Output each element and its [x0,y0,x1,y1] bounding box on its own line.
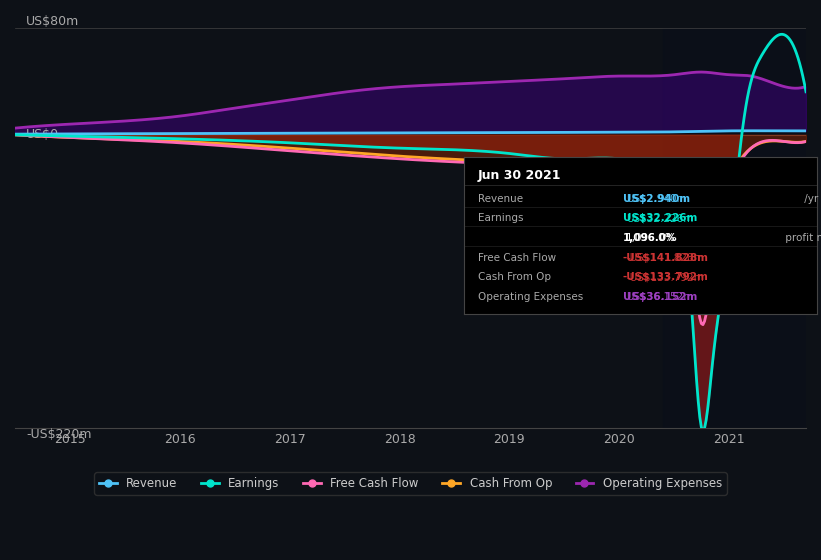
Text: /yr: /yr [801,194,819,204]
Text: -US$220m: -US$220m [26,428,91,441]
Text: Revenue: Revenue [478,194,523,204]
Text: profit margin: profit margin [782,233,821,243]
Bar [663,28,811,428]
Text: Cash From Op: Cash From Op [478,272,551,282]
Legend: Revenue, Earnings, Free Cash Flow, Cash From Op, Operating Expenses: Revenue, Earnings, Free Cash Flow, Cash … [94,472,727,494]
Text: -US$141.828m: -US$141.828m [626,253,704,263]
Text: US$32.226m: US$32.226m [626,213,694,223]
Text: Jun 30 2021: Jun 30 2021 [478,169,562,183]
Text: US$0: US$0 [26,128,59,141]
Text: US$2.940m: US$2.940m [626,194,687,204]
Text: -US$141.828m: -US$141.828m [622,253,709,263]
Text: US$2.940m: US$2.940m [622,194,690,204]
Text: US$36.152m: US$36.152m [626,292,694,302]
Text: US$36.152m: US$36.152m [622,292,697,302]
Text: US$32.226m: US$32.226m [622,213,697,223]
Text: Operating Expenses: Operating Expenses [478,292,583,302]
Text: US$80m: US$80m [26,15,80,28]
Text: 1,096.0%: 1,096.0% [622,233,677,243]
Text: -US$133.792m: -US$133.792m [622,272,709,282]
Text: 1,096.0%: 1,096.0% [626,233,676,243]
Text: -US$133.792m: -US$133.792m [626,272,704,282]
Text: Earnings: Earnings [478,213,524,223]
Text: Free Cash Flow: Free Cash Flow [478,253,556,263]
